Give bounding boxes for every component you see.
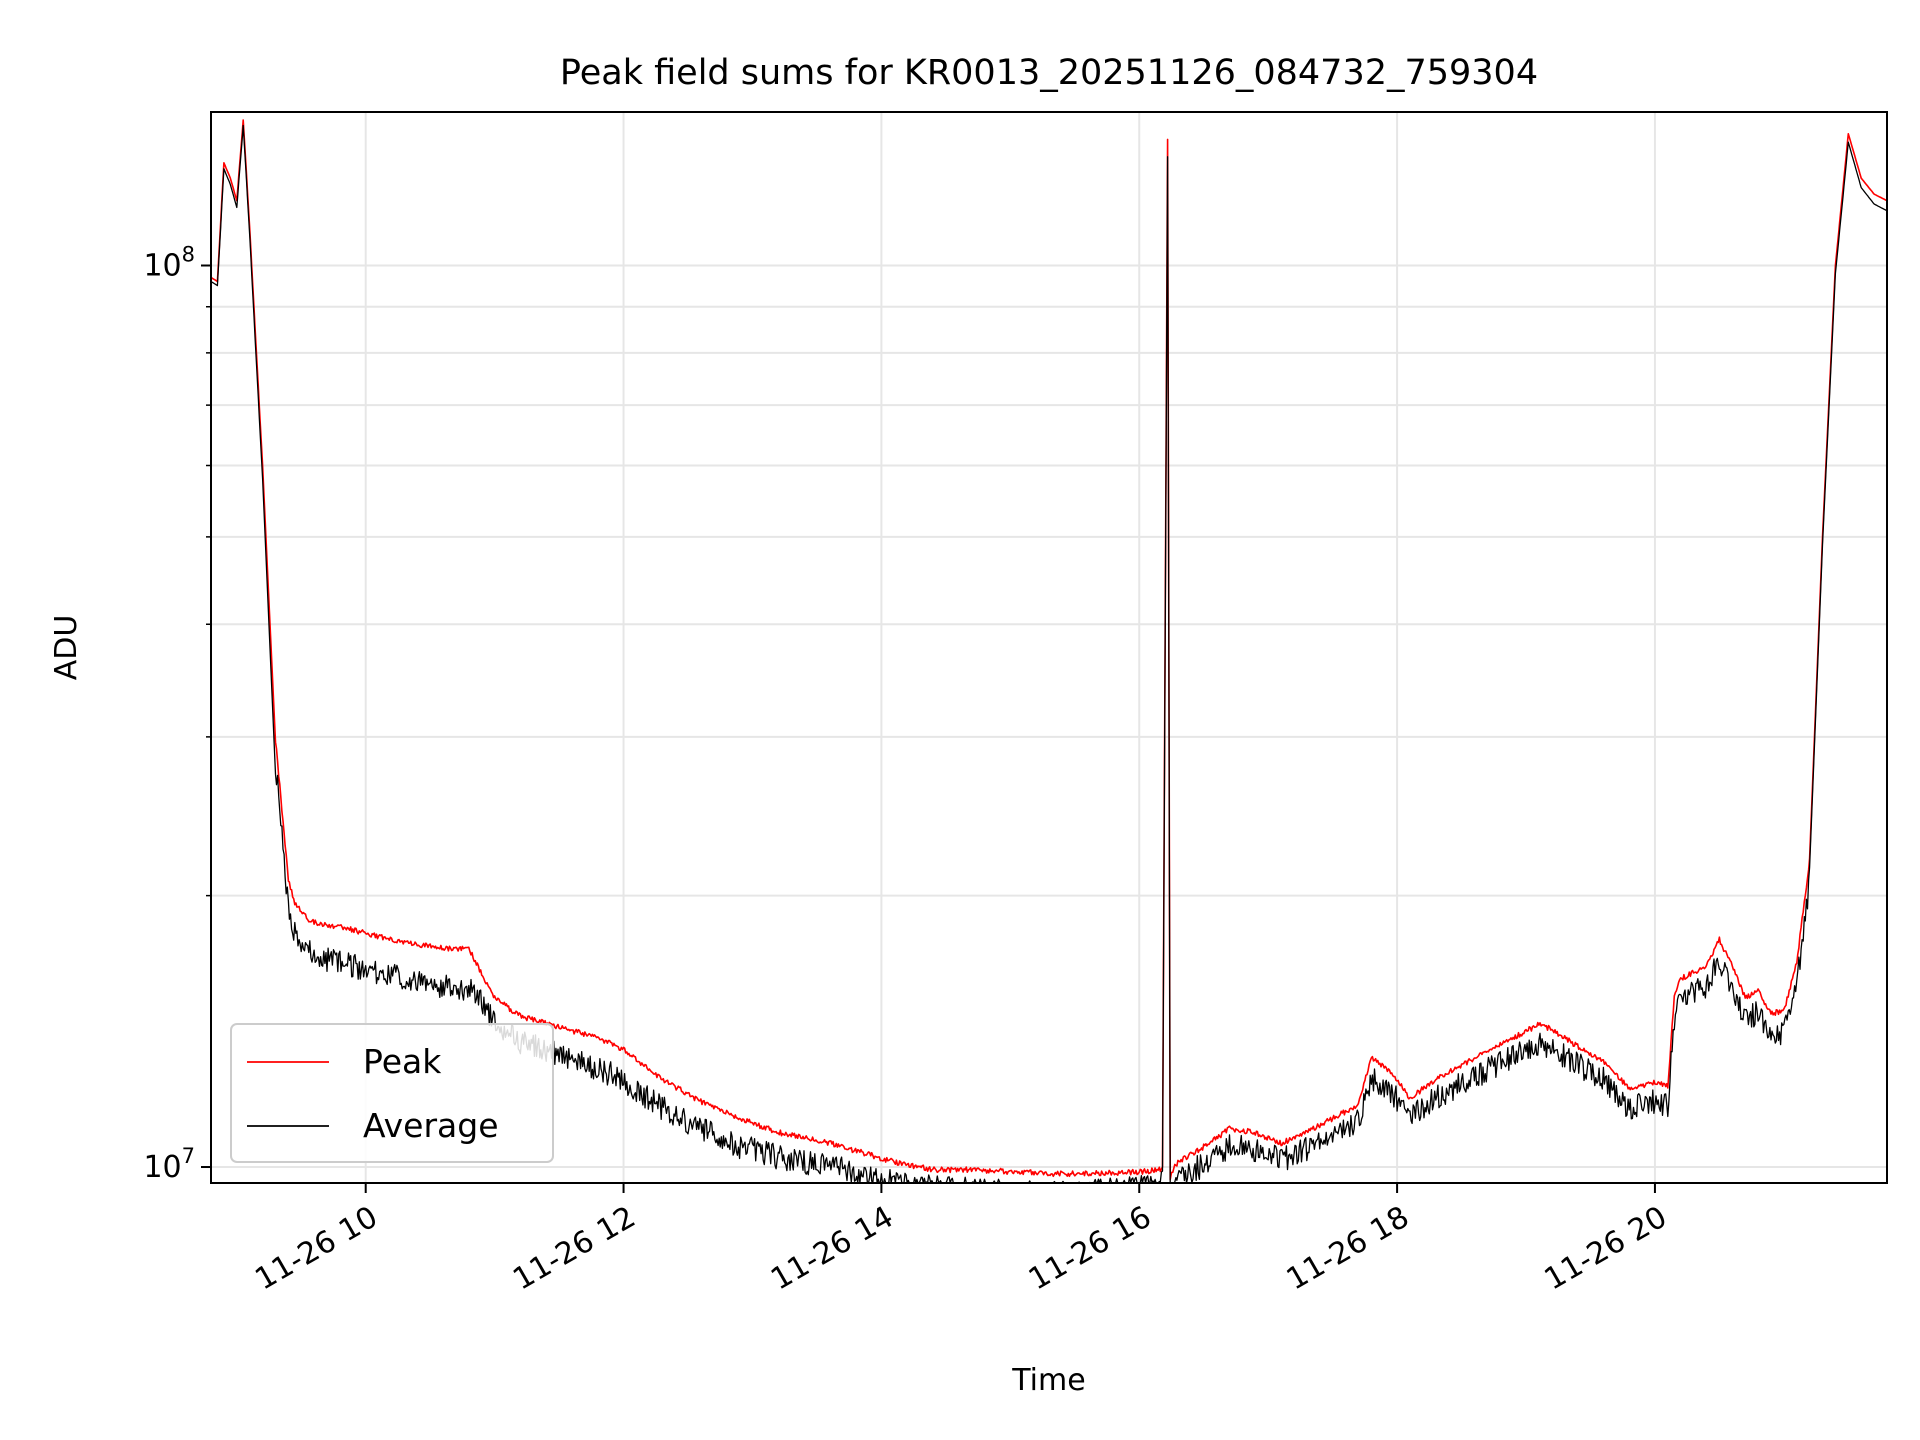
plot-frame <box>210 111 1888 1184</box>
y-tick-label: 107 <box>143 1144 195 1185</box>
legend-label-peak: Peak <box>363 1042 442 1081</box>
legend-label-average: Average <box>363 1106 499 1145</box>
series-line-peak <box>210 119 1888 1181</box>
x-axis-label: Time <box>1011 1363 1085 1398</box>
grid <box>211 112 1887 1183</box>
y-axis-label: ADU <box>49 615 84 681</box>
chart-title: Peak field sums for KR0013_20251126_0847… <box>560 53 1538 93</box>
legend: Peak Average <box>230 1023 554 1163</box>
y-tick-label: 108 <box>143 242 195 283</box>
legend-box <box>230 1023 554 1163</box>
